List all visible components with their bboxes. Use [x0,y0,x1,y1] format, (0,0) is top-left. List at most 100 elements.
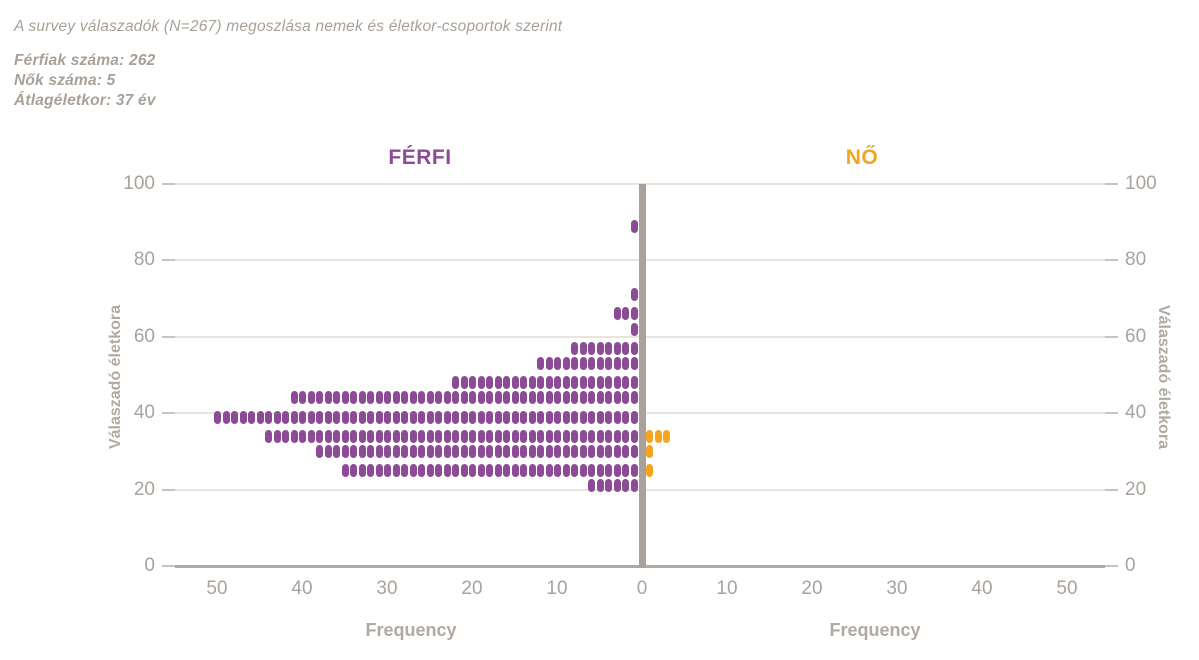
y-tick-right [1105,412,1118,415]
male-dot [613,464,621,477]
male-dot [613,429,621,443]
male-dot [605,479,613,493]
y-tick-left [162,488,175,491]
male-dot [358,391,366,405]
male-dot [367,410,375,424]
male-dot [613,376,621,390]
male-dot [418,444,426,458]
male-dot [265,429,273,443]
male-dot [613,357,621,371]
male-dot [316,410,324,424]
male-dot [460,429,468,443]
male-dot [350,410,358,424]
male-dot [588,479,596,493]
male-dot [528,410,536,424]
male-dot [469,410,477,424]
male-dot [443,391,451,405]
y-tick-label-left: 0 [144,555,155,576]
male-dot [528,464,536,477]
male-dot [341,464,349,477]
x-tick-label-right: 20 [801,578,823,599]
male-dot [358,429,366,443]
male-dot [486,444,494,458]
male-dot [418,410,426,424]
male-dot [299,429,307,443]
male-dot [375,429,383,443]
male-dot [256,410,264,424]
y-tick-right [1105,565,1118,567]
male-dot [401,464,409,477]
male-dot [290,410,298,424]
y-tick-left [162,259,175,262]
male-dot [426,464,434,477]
male-dot [537,376,545,390]
male-dot [350,391,358,405]
male-dot [622,444,630,458]
male-dot [486,391,494,405]
male-dot [435,391,443,405]
male-dot [358,444,366,458]
male-dot [435,444,443,458]
male-dot [494,429,502,443]
male-dot [316,444,324,458]
x-tick-label-right: 10 [716,578,738,599]
male-dot [571,429,579,443]
male-dot [622,391,630,405]
male-dot [605,376,613,390]
male-dot [426,391,434,405]
male-dot [418,391,426,405]
male-dot [358,464,366,477]
male-dot [571,410,579,424]
male-dot [324,410,332,424]
stat-male-count: Férfiak száma: 262 [14,52,156,69]
male-dot [452,464,460,477]
male-dot [537,444,545,458]
male-dot [290,429,298,443]
male-dot [460,464,468,477]
male-dot [596,341,604,355]
male-dot [316,429,324,443]
male-dot [545,410,553,424]
x-tick-label-right: 50 [1056,578,1078,599]
male-dot [231,410,239,424]
y-tick-label-right: 20 [1125,478,1147,500]
x-tick-label-left: 0 [636,578,648,599]
male-dot [596,464,604,477]
male-dot [401,391,409,405]
male-dot [367,464,375,477]
male-dot [282,429,290,443]
male-dot [596,444,604,458]
male-dot [222,410,230,424]
male-dot [613,307,621,321]
y-tick-label-right: 100 [1125,173,1157,194]
male-dot [469,429,477,443]
y-tick-label-left: 60 [133,325,155,347]
male-dot [528,391,536,405]
male-dot [520,444,528,458]
y-tick-left [162,183,175,185]
male-dot [562,391,570,405]
male-dot [265,410,273,424]
male-dot [613,341,621,355]
female-dot [654,429,662,443]
male-dot [630,307,638,321]
male-dot [307,391,315,405]
male-dot [537,391,545,405]
male-dot [630,376,638,390]
male-dot [333,429,341,443]
female-dot [646,464,654,477]
male-dot [605,444,613,458]
male-dot [613,444,621,458]
male-dot [477,429,485,443]
male-dot [579,341,587,355]
male-dot [596,391,604,405]
male-dot [460,444,468,458]
y-tick-label-left: 20 [133,478,155,500]
y-tick-right [1105,183,1118,185]
male-dot [596,357,604,371]
male-dot [426,444,434,458]
male-dot [511,444,519,458]
male-dot [469,464,477,477]
male-dot [350,429,358,443]
